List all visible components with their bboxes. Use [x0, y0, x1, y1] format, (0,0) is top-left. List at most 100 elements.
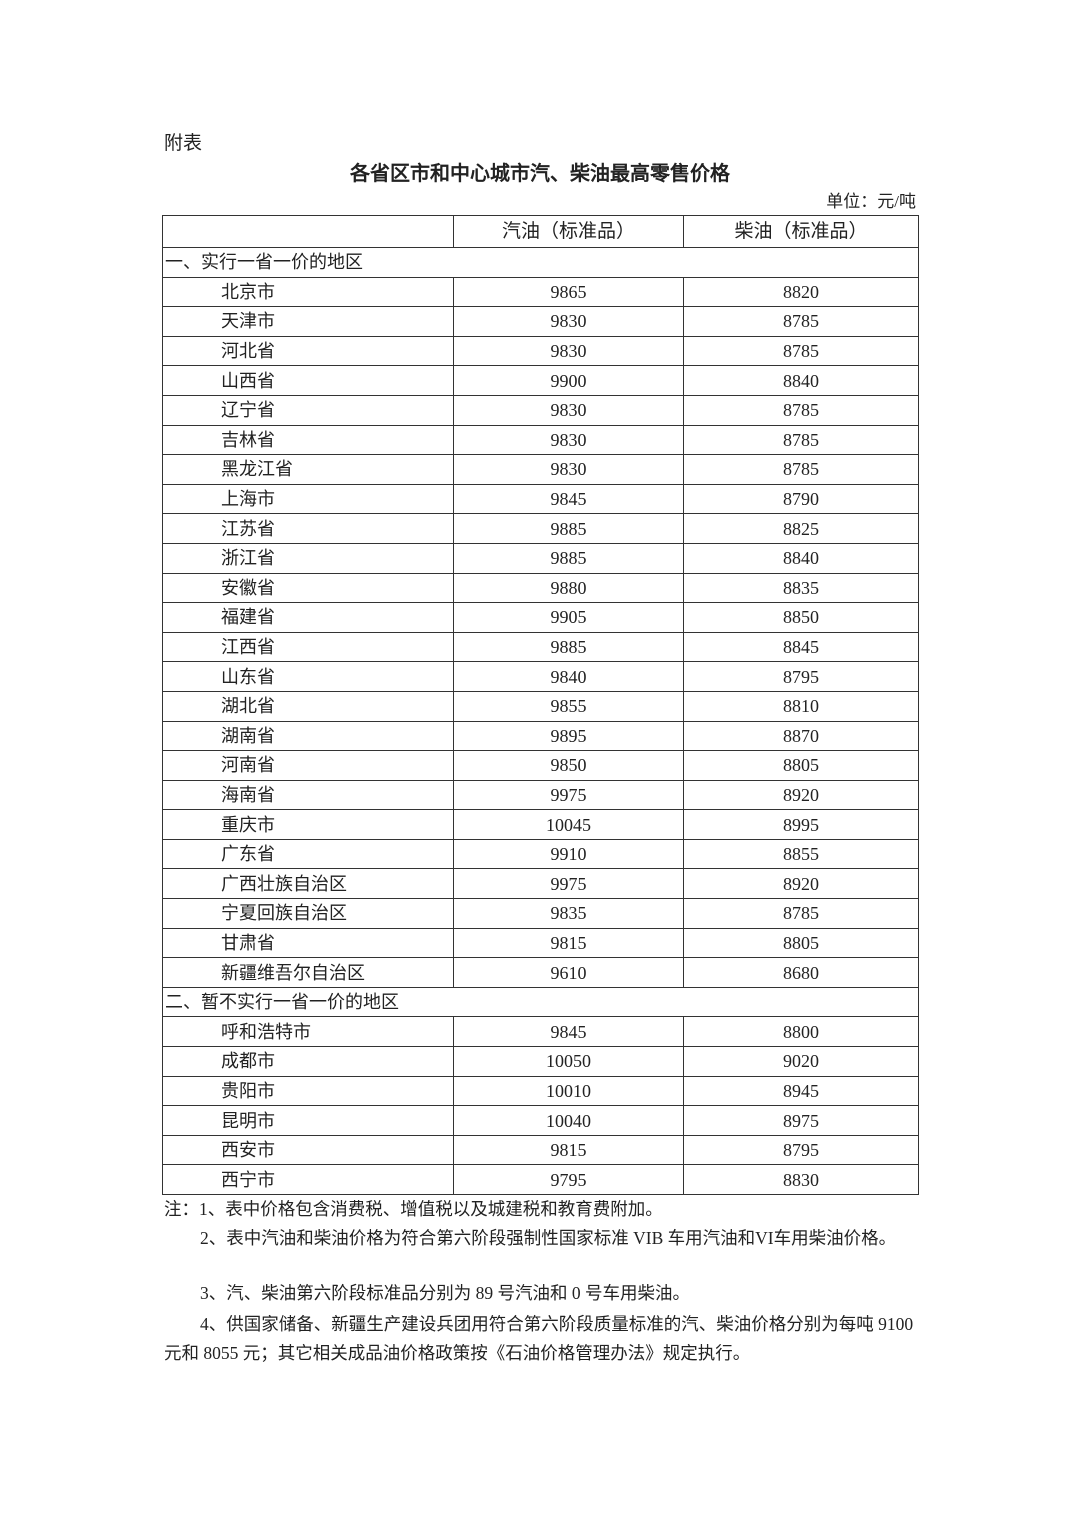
region-cell: 广东省	[162, 838, 454, 870]
section-label: 一、实行一省一价的地区	[162, 247, 919, 278]
table-row: 山西省 9900 8840	[162, 365, 919, 396]
gasoline-price-cell: 9895	[453, 720, 684, 752]
region-cell: 新疆维吾尔自治区	[162, 957, 454, 988]
diesel-price-cell: 8830	[683, 1164, 919, 1195]
diesel-price-cell: 8825	[683, 513, 919, 544]
table-row: 江西省 9885 8845	[162, 631, 919, 663]
gasoline-price-cell: 9865	[453, 276, 684, 308]
table-row: 重庆市 10045 8995	[162, 809, 919, 840]
table-row: 广西壮族自治区 9975 8920	[162, 868, 919, 900]
diesel-price-cell: 8835	[683, 572, 919, 604]
table-row: 西安市 9815 8795	[162, 1134, 919, 1166]
table-row: 上海市 9845 8790	[162, 483, 919, 515]
region-cell: 重庆市	[162, 809, 454, 840]
gasoline-price-cell: 9835	[453, 898, 684, 929]
table-row: 河南省 9850 8805	[162, 750, 919, 781]
diesel-price-cell: 8995	[683, 809, 919, 840]
diesel-price-cell: 8790	[683, 483, 919, 515]
diesel-price-cell: 8810	[683, 690, 919, 722]
note-1: 注：1、表中价格包含消费税、增值税以及城建税和教育费附加。	[164, 1199, 663, 1219]
diesel-price-cell: 8805	[683, 927, 919, 959]
gasoline-price-cell: 9845	[453, 483, 684, 515]
diesel-price-cell: 8820	[683, 276, 919, 308]
table-row: 湖南省 9895 8870	[162, 720, 919, 752]
note-2: 2、表中汽油和柴油价格为符合第六阶段强制性国家标准 VIB 车用汽油和VI车用柴…	[200, 1228, 897, 1248]
gasoline-price-cell: 9815	[453, 927, 684, 959]
region-cell: 吉林省	[162, 424, 454, 456]
region-cell: 宁夏回族自治区	[162, 898, 454, 929]
gasoline-price-cell: 10040	[453, 1105, 684, 1136]
region-cell: 呼和浩特市	[162, 1016, 454, 1048]
gasoline-price-cell: 9840	[453, 661, 684, 692]
gasoline-price-cell: 9975	[453, 779, 684, 811]
diesel-price-cell: 8785	[683, 454, 919, 485]
header-region	[162, 215, 454, 248]
region-cell: 西宁市	[162, 1164, 454, 1195]
table-row: 黑龙江省 9830 8785	[162, 454, 919, 485]
table-row: 贵阳市 10010 8945	[162, 1075, 919, 1107]
section-row: 一、实行一省一价的地区	[162, 247, 919, 278]
gasoline-price-cell: 9910	[453, 838, 684, 870]
table-header-row: 汽油（标准品） 柴油（标准品）	[162, 215, 919, 248]
gasoline-price-cell: 9830	[453, 424, 684, 456]
table-row: 福建省 9905 8850	[162, 602, 919, 633]
table-row: 安徽省 9880 8835	[162, 572, 919, 604]
header-gasoline: 汽油（标准品）	[453, 215, 684, 248]
table-row: 昆明市 10040 8975	[162, 1105, 919, 1136]
diesel-price-cell: 8800	[683, 1016, 919, 1048]
diesel-price-cell: 8840	[683, 365, 919, 396]
table-row: 山东省 9840 8795	[162, 661, 919, 692]
region-cell: 浙江省	[162, 542, 454, 574]
region-cell: 西安市	[162, 1134, 454, 1166]
diesel-price-cell: 8805	[683, 750, 919, 781]
diesel-price-cell: 8795	[683, 1134, 919, 1166]
region-cell: 辽宁省	[162, 394, 454, 426]
gasoline-price-cell: 9855	[453, 690, 684, 722]
note-3: 3、汽、柴油第六阶段标准品分别为 89 号汽油和 0 号车用柴油。	[200, 1283, 690, 1303]
diesel-price-cell: 8920	[683, 868, 919, 900]
region-cell: 贵阳市	[162, 1075, 454, 1107]
region-cell: 黑龙江省	[162, 454, 454, 485]
diesel-price-cell: 8785	[683, 898, 919, 929]
region-cell: 福建省	[162, 602, 454, 633]
gasoline-price-cell: 9830	[453, 454, 684, 485]
diesel-price-cell: 8785	[683, 335, 919, 367]
region-cell: 海南省	[162, 779, 454, 811]
table-row: 西宁市 9795 8830	[162, 1164, 919, 1195]
diesel-price-cell: 8845	[683, 631, 919, 663]
table-row: 吉林省 9830 8785	[162, 424, 919, 456]
region-cell: 上海市	[162, 483, 454, 515]
region-cell: 湖南省	[162, 720, 454, 752]
appendix-label: 附表	[164, 133, 203, 154]
region-cell: 河南省	[162, 750, 454, 781]
gasoline-price-cell: 9830	[453, 306, 684, 337]
region-cell: 河北省	[162, 335, 454, 367]
gasoline-price-cell: 9830	[453, 394, 684, 426]
region-cell: 江西省	[162, 631, 454, 663]
gasoline-price-cell: 9885	[453, 513, 684, 544]
diesel-price-cell: 8945	[683, 1075, 919, 1107]
table-row: 天津市 9830 8785	[162, 306, 919, 337]
table-row: 海南省 9975 8920	[162, 779, 919, 811]
table-row: 广东省 9910 8855	[162, 838, 919, 870]
gasoline-price-cell: 9610	[453, 957, 684, 988]
gasoline-price-cell: 10050	[453, 1046, 684, 1077]
section-row: 二、暂不实行一省一价的地区	[162, 986, 919, 1018]
note-4: 4、供国家储备、新疆生产建设兵团用符合第六阶段质量标准的汽、柴油价格分别为每吨 …	[164, 1314, 914, 1363]
region-cell: 昆明市	[162, 1105, 454, 1136]
table-row: 宁夏回族自治区 9835 8785	[162, 898, 919, 929]
gasoline-price-cell: 10010	[453, 1075, 684, 1107]
gasoline-price-cell: 9905	[453, 602, 684, 633]
table-row: 甘肃省 9815 8805	[162, 927, 919, 959]
gasoline-price-cell: 9885	[453, 631, 684, 663]
table-row: 呼和浩特市 9845 8800	[162, 1016, 919, 1048]
diesel-price-cell: 8795	[683, 661, 919, 692]
diesel-price-cell: 8785	[683, 306, 919, 337]
diesel-price-cell: 8840	[683, 542, 919, 574]
table-row: 新疆维吾尔自治区 9610 8680	[162, 957, 919, 988]
region-cell: 甘肃省	[162, 927, 454, 959]
gasoline-price-cell: 9850	[453, 750, 684, 781]
table-row: 湖北省 9855 8810	[162, 690, 919, 722]
gasoline-price-cell: 9795	[453, 1164, 684, 1195]
region-cell: 湖北省	[162, 690, 454, 722]
